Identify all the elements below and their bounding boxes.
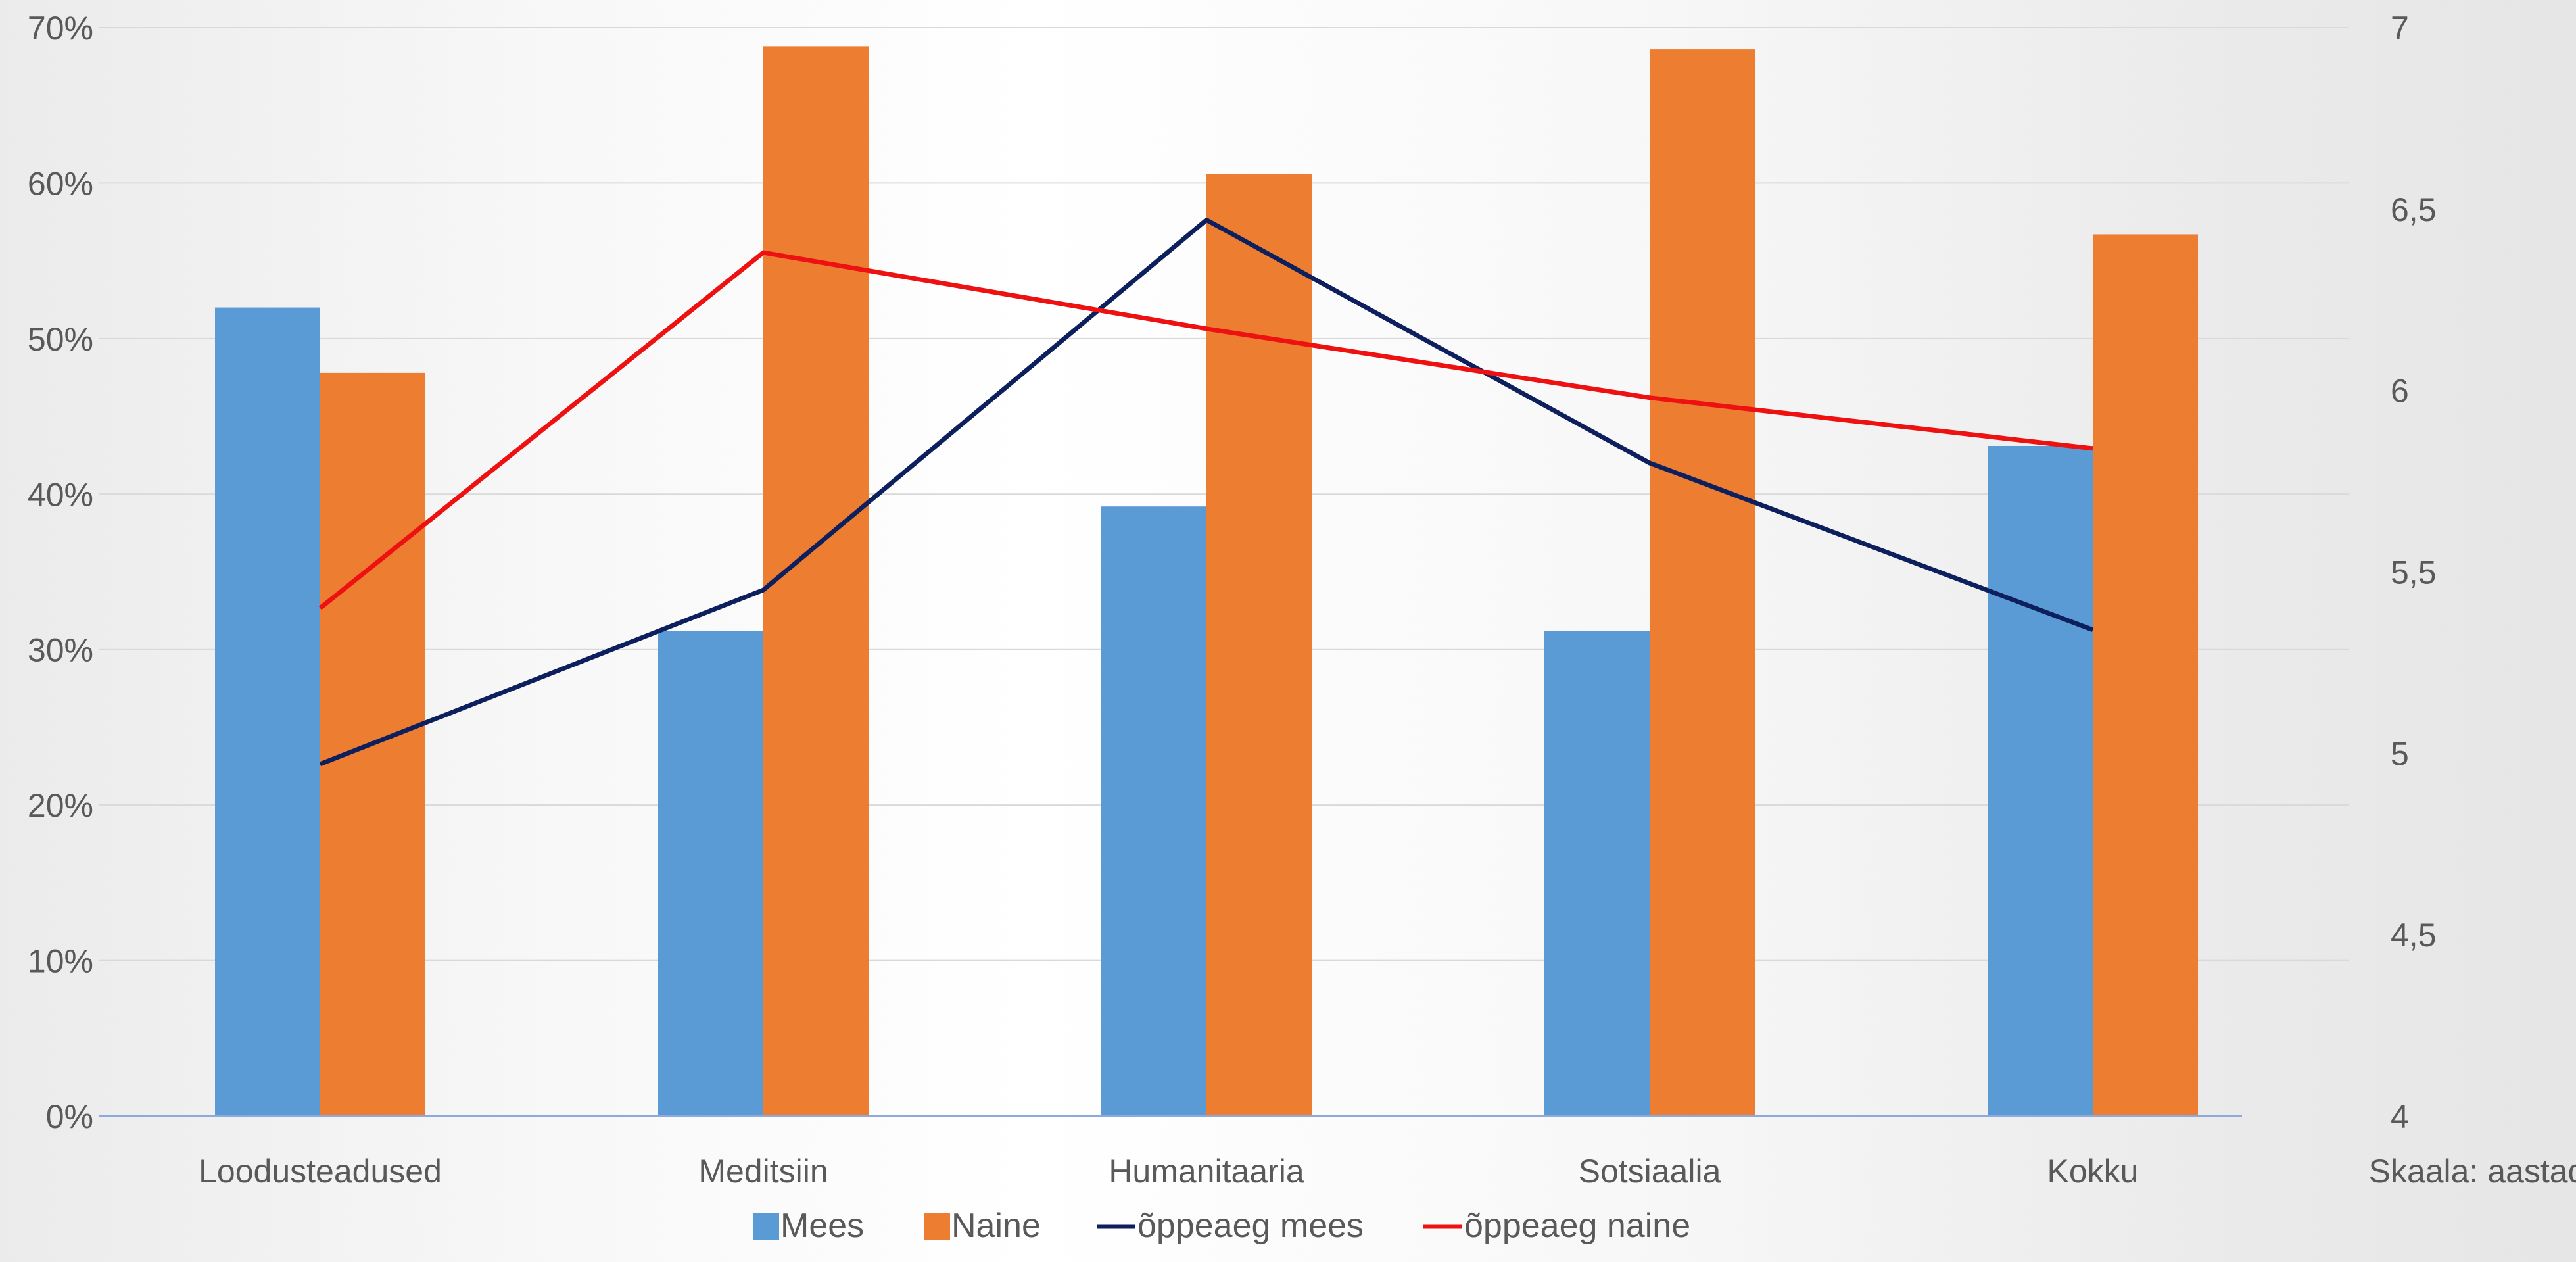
bar-naine-sotsiaalia bbox=[1650, 49, 1755, 1117]
bar-mees-kokku bbox=[1988, 445, 2093, 1116]
category-label: Kokku bbox=[2047, 1153, 2139, 1190]
bar-mees-humanitaaria bbox=[1101, 506, 1206, 1116]
line-point bbox=[1649, 397, 1650, 399]
legend-label: Naine bbox=[951, 1207, 1041, 1245]
left-tick-label: 0% bbox=[46, 1098, 93, 1135]
right-tick-label: 5 bbox=[2391, 735, 2409, 772]
line-point bbox=[763, 252, 764, 254]
right-tick-label: 6 bbox=[2391, 373, 2409, 410]
line-point bbox=[320, 763, 321, 765]
legend-swatch bbox=[753, 1213, 779, 1240]
bar-naine-kokku bbox=[2093, 234, 2198, 1117]
legend-label: Mees bbox=[780, 1207, 864, 1245]
bar-mees-sotsiaalia bbox=[1544, 631, 1650, 1116]
line-point bbox=[763, 589, 764, 591]
right-axis-label: Skaala: aastad bbox=[2369, 1153, 2576, 1190]
legend: Mees Naine õppeaeg mees õppeaeg naine bbox=[753, 1207, 1690, 1245]
bar-naine-humanitaaria bbox=[1206, 174, 1312, 1116]
line-point bbox=[1649, 462, 1650, 464]
bar-mees-meditsiin bbox=[658, 631, 763, 1116]
bar-mees-loodusteadused bbox=[215, 307, 320, 1117]
category-labels: Loodusteadused Meditsiin Humanitaaria Sotsi… bbox=[199, 1153, 2138, 1190]
category-label: Loodusteadused bbox=[199, 1153, 442, 1190]
left-tick-label: 10% bbox=[28, 943, 93, 980]
legend-label: õppeaeg mees bbox=[1137, 1207, 1364, 1245]
right-tick-label: 5,5 bbox=[2391, 554, 2437, 591]
category-label: Humanitaaria bbox=[1109, 1153, 1304, 1190]
lines bbox=[318, 217, 2094, 767]
category-label: Meditsiin bbox=[698, 1153, 828, 1190]
legend-label: õppeaeg naine bbox=[1464, 1207, 1690, 1245]
left-tick-label: 20% bbox=[28, 787, 93, 824]
right-tick-label: 4 bbox=[2391, 1098, 2409, 1135]
line-point bbox=[1206, 219, 1207, 221]
category-label: Sotsiaalia bbox=[1579, 1153, 1721, 1190]
line-point bbox=[2092, 447, 2093, 449]
line-point bbox=[1206, 328, 1207, 329]
left-tick-label: 60% bbox=[28, 165, 93, 202]
legend-swatch bbox=[924, 1213, 950, 1240]
bar-naine-meditsiin bbox=[763, 46, 869, 1116]
left-tick-label: 40% bbox=[28, 476, 93, 513]
line-point bbox=[2092, 629, 2093, 631]
right-axis-tick-labels: 4 4,5 5 5,5 6 6,5 7 bbox=[2391, 10, 2437, 1135]
right-tick-label: 4,5 bbox=[2391, 917, 2437, 954]
left-tick-label: 30% bbox=[28, 632, 93, 669]
left-axis-tick-labels: 0% 10% 20% 30% 40% 50% 60% 70% bbox=[28, 10, 93, 1135]
left-tick-label: 70% bbox=[28, 10, 93, 47]
left-tick-label: 50% bbox=[28, 321, 93, 358]
line-point bbox=[320, 607, 321, 609]
right-tick-label: 7 bbox=[2391, 10, 2409, 47]
right-tick-label: 6,5 bbox=[2391, 191, 2437, 228]
bars bbox=[215, 46, 2198, 1117]
